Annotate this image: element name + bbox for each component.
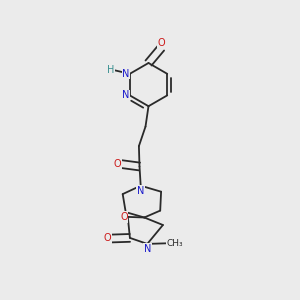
Text: N: N [137, 186, 144, 196]
Text: N: N [144, 244, 151, 254]
Text: O: O [157, 38, 165, 48]
Text: N: N [122, 90, 130, 100]
Text: O: O [114, 159, 122, 169]
Text: H: H [107, 65, 114, 75]
Text: N: N [122, 69, 130, 79]
Text: CH₃: CH₃ [167, 239, 183, 248]
Text: O: O [104, 233, 111, 244]
Text: O: O [120, 212, 128, 222]
